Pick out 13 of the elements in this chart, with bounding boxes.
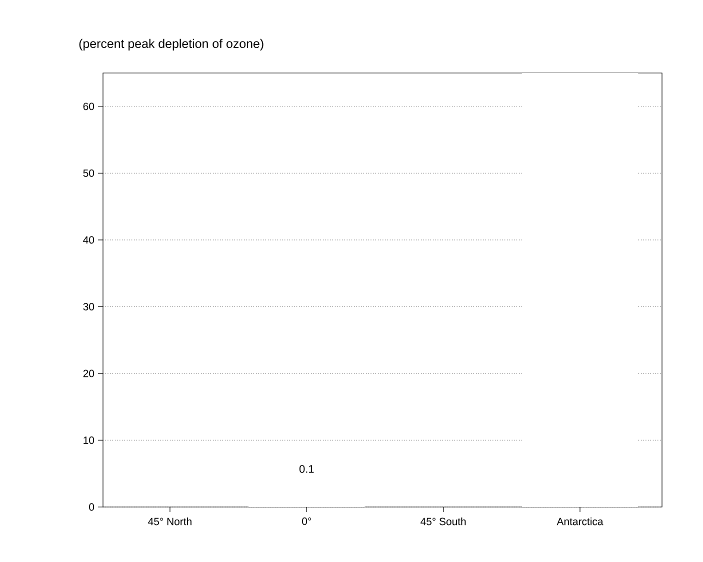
- y-tick-label: 10: [84, 436, 94, 444]
- x-tick-label: 45° North: [148, 518, 192, 526]
- x-tick-label: 0°: [302, 518, 312, 525]
- data-label: 0.1: [299, 465, 314, 473]
- y-tick-label: 60: [83, 102, 94, 110]
- y-tick-label: 40: [83, 236, 94, 244]
- y-tick-label: 0: [89, 503, 94, 511]
- y-tick-label: 50: [83, 169, 94, 177]
- x-tick-label: 45° South: [420, 518, 466, 526]
- y-tick-label: 20: [83, 370, 94, 378]
- chart-title: (percent peak depletion of ozone): [79, 38, 264, 50]
- y-tick-label: 30: [83, 302, 94, 310]
- x-tick-label: Antarctica: [556, 518, 604, 526]
